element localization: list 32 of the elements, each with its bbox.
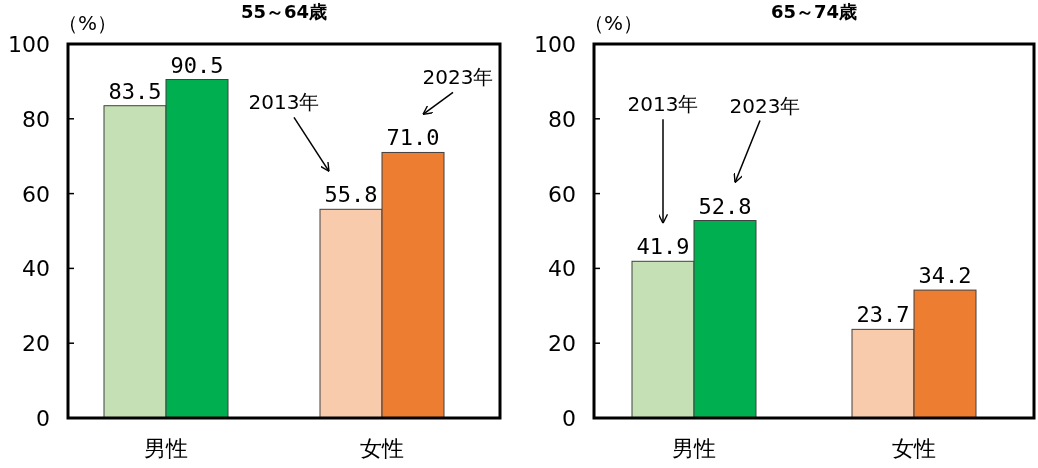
y-tick-label: 100 <box>8 32 50 57</box>
data-label: 83.5 <box>108 78 162 104</box>
y-tick-label: 80 <box>22 106 50 132</box>
data-label: 34.2 <box>918 263 972 289</box>
data-label: 41.9 <box>636 234 690 260</box>
y-tick-label: 60 <box>22 181 50 207</box>
y-tick-label: 40 <box>22 256 50 282</box>
annotation: 2023年 <box>729 93 801 118</box>
data-label: 90.5 <box>170 52 224 78</box>
data-label: 55.8 <box>324 182 378 208</box>
annotation: 2023年 <box>422 65 494 90</box>
x-tick-label: 女性 <box>892 436 936 461</box>
x-tick-label: 女性 <box>360 436 404 461</box>
y-tick-label: 100 <box>534 32 576 57</box>
data-label: 71.0 <box>386 125 440 151</box>
annotation: 2013年 <box>627 92 699 117</box>
x-tick-label: 男性 <box>144 436 188 461</box>
y-tick-label: 60 <box>548 181 576 207</box>
chart-title: 65～74歳 <box>770 1 858 22</box>
y-tick-label: 40 <box>548 256 576 282</box>
y-tick-label: 20 <box>548 331 576 357</box>
chart-title: 55～64歳 <box>240 1 328 22</box>
y-tick-label: 80 <box>548 106 576 132</box>
y-tick-label: 20 <box>22 331 50 357</box>
data-label: 52.8 <box>698 193 752 219</box>
y-axis-title: （%） <box>58 11 118 35</box>
y-tick-label: 0 <box>562 406 576 431</box>
data-label: 23.7 <box>856 302 910 328</box>
y-axis-title: （%） <box>584 11 644 35</box>
annotation: 2013年 <box>248 90 320 115</box>
y-tick-label: 0 <box>36 406 50 431</box>
x-tick-label: 男性 <box>672 436 716 461</box>
